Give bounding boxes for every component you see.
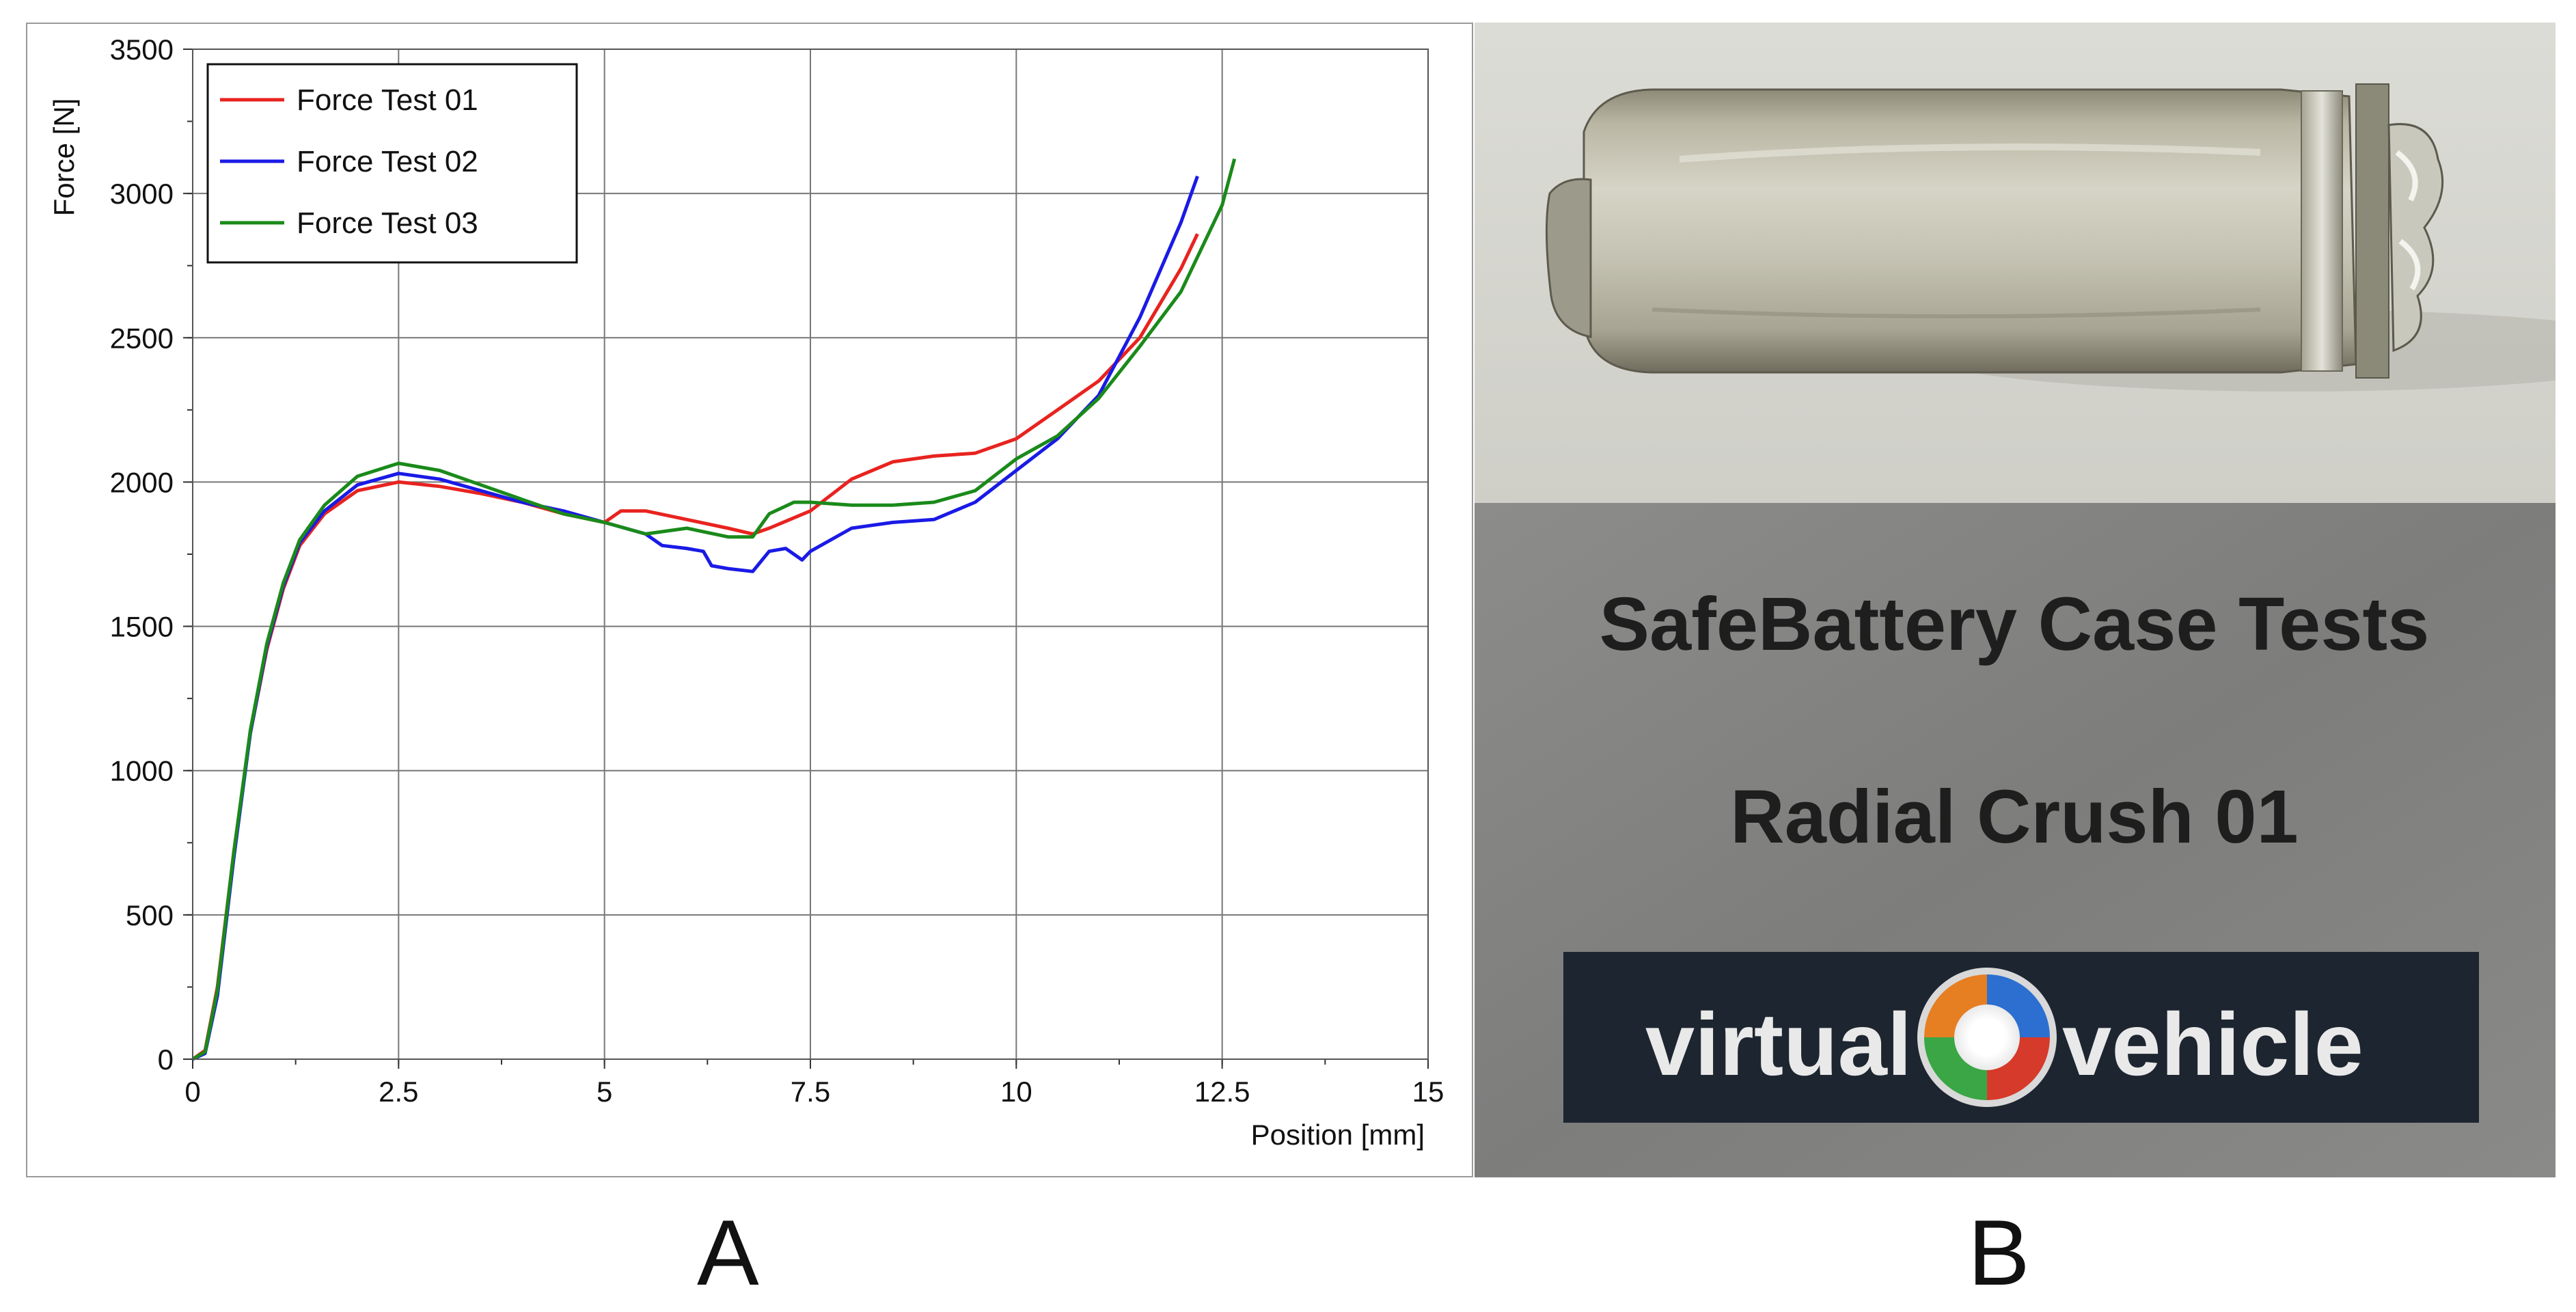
- series-line: [191, 233, 1199, 1061]
- y-tick-label: 2500: [110, 322, 174, 354]
- y-axis-label: Force [N]: [48, 98, 80, 217]
- y-tick-label: 3500: [110, 33, 174, 66]
- y-tick-label: 2000: [110, 466, 174, 498]
- logo-text-virtual: virtual: [1645, 994, 1912, 1094]
- y-tick-label: 1500: [110, 611, 174, 643]
- legend-label: Force Test 01: [297, 83, 478, 117]
- chart-panel: 0 2.5 5 7.5 10 12.5 15 0 500 1000 1500 2000 2500 3000…: [26, 23, 1473, 1177]
- force-position-chart: 0 2.5 5 7.5 10 12.5 15 0 500 1000 1500 2000 2500 3000…: [48, 33, 1444, 1151]
- crushed-battery-case: [1545, 83, 2556, 392]
- logo-text-vehicle: vehicle: [2062, 994, 2363, 1094]
- x-tick-label: 7.5: [791, 1076, 830, 1108]
- legend-label: Force Test 02: [297, 145, 478, 178]
- panel-label-a: A: [697, 1201, 759, 1304]
- photo-panel: SafeBattery Case Tests Radial Crush 01 v…: [1475, 23, 2556, 1177]
- y-tick-label: 500: [126, 899, 174, 931]
- legend-label: Force Test 03: [297, 206, 478, 240]
- series-lines: [191, 158, 1237, 1061]
- series-line: [191, 158, 1237, 1061]
- x-axis-label: Position [mm]: [1251, 1119, 1425, 1151]
- axis-ticks: 0 2.5 5 7.5 10 12.5 15 0 500 1000 1500 2000 2500 3000…: [110, 33, 1444, 1108]
- y-tick-label: 1000: [110, 755, 174, 787]
- x-tick-label: 5: [597, 1076, 612, 1108]
- panel-label-b: B: [1968, 1201, 2030, 1304]
- virtual-vehicle-logo: virtual vehicle: [1563, 952, 2479, 1123]
- x-tick-label: 10: [1000, 1076, 1032, 1108]
- x-tick-label: 12.5: [1194, 1076, 1250, 1108]
- axes: [192, 49, 1429, 1060]
- battery-case-photo: SafeBattery Case Tests Radial Crush 01 v…: [1475, 23, 2556, 1177]
- x-tick-label: 2.5: [379, 1076, 418, 1108]
- x-tick-label: 15: [1412, 1076, 1444, 1108]
- legend: Force Test 01 Force Test 02 Force Test 03: [206, 63, 578, 264]
- card-title-line2: Radial Crush 01: [1730, 775, 2298, 859]
- y-tick-label: 3000: [110, 178, 174, 210]
- x-tick-label: 0: [184, 1076, 200, 1108]
- plot-frame: [192, 49, 1429, 1060]
- legend-box: [206, 63, 578, 264]
- card-title-line1: SafeBattery Case Tests: [1600, 582, 2430, 666]
- series-line: [191, 175, 1199, 1061]
- logo-emblem-icon: [1917, 968, 2057, 1107]
- y-tick-label: 0: [158, 1043, 174, 1076]
